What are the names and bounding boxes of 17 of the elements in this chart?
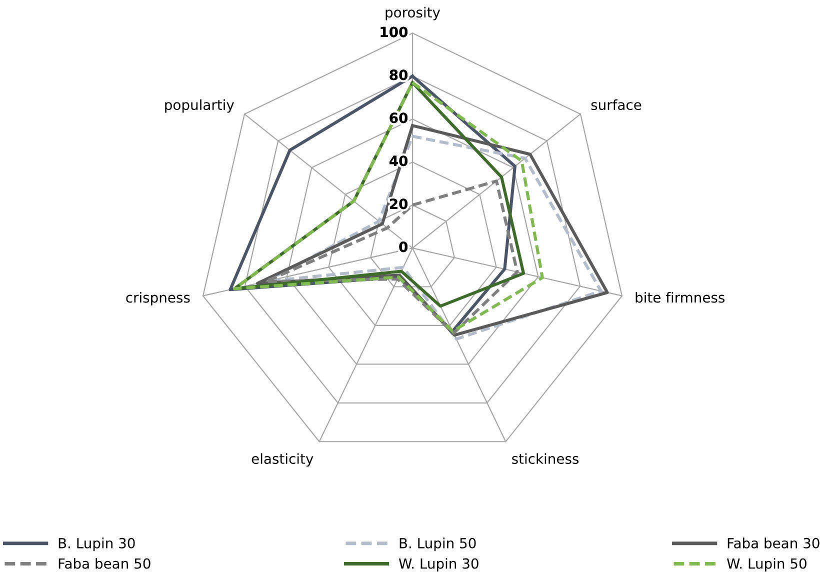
- spoke-label: bite firmness: [636, 292, 725, 303]
- y-tick-label: 80: [390, 70, 408, 80]
- y-tick-label: 20: [390, 198, 408, 210]
- legend-label: B. Lupin 50: [400, 538, 476, 552]
- y-tick-label: 0: [399, 242, 408, 252]
- legend-label: W. Lupin 50: [726, 558, 806, 572]
- spoke-label: crispness: [126, 292, 190, 306]
- spoke-label: stickiness: [512, 453, 579, 464]
- spoke-label: surface: [591, 99, 642, 110]
- spoke-label: populartiy: [165, 99, 234, 113]
- legend-label: Faba bean 50: [58, 558, 150, 569]
- legend-label: B. Lupin 30: [58, 538, 135, 552]
- spoke-label: porosity: [386, 6, 440, 20]
- y-tick-label: 100: [380, 26, 408, 38]
- spoke-label: elasticity: [252, 453, 314, 467]
- legend-label: Faba bean 30: [728, 538, 820, 548]
- legend-label: W. Lupin 30: [398, 558, 478, 572]
